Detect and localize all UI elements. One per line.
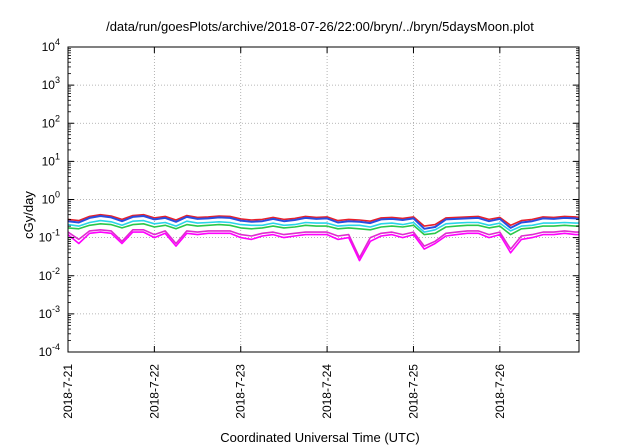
y-tick-exponent: 0 — [55, 190, 60, 200]
x-tick-label: 2018-7-24 — [320, 364, 334, 419]
y-tick-label: 101 — [42, 151, 60, 168]
series-line-6 — [67, 231, 579, 262]
series-line-2 — [67, 215, 580, 230]
y-tick-label: 100 — [42, 190, 60, 207]
y-tick-exponent: -1 — [52, 228, 60, 238]
y-tick-exponent: -3 — [52, 304, 60, 314]
grid-lines — [68, 47, 579, 352]
y-tick-exponent: -2 — [52, 266, 60, 276]
x-axis-label: Coordinated Universal Time (UTC) — [220, 430, 420, 445]
plot-frame — [67, 46, 580, 353]
y-tick-exponent: 3 — [55, 75, 60, 85]
y-tick-label: 103 — [42, 75, 60, 92]
y-tick-label: 10-2 — [39, 266, 60, 283]
y-tick-exponent: 2 — [55, 113, 60, 123]
series-line-5 — [67, 229, 579, 259]
y-tick-label: 10-4 — [39, 342, 60, 359]
series-line-4 — [67, 223, 579, 236]
x-tick-label: 2018-7-25 — [406, 364, 420, 419]
data-series — [67, 213, 580, 262]
x-tick-label: 2018-7-23 — [234, 364, 248, 419]
series-line-1 — [67, 213, 580, 227]
x-tick-label: 2018-7-22 — [147, 364, 161, 419]
x-tick-label: 2018-7-21 — [61, 364, 75, 419]
chart-title: /data/run/goesPlots/archive/2018-07-26/2… — [106, 19, 534, 34]
x-tick-label: 2018-7-26 — [493, 364, 507, 419]
y-tick-label: 102 — [42, 113, 60, 130]
y-tick-exponent: 4 — [55, 37, 60, 47]
y-tick-label: 10-1 — [39, 228, 60, 245]
series-line-3 — [67, 219, 579, 233]
y-tick-label: 10-3 — [39, 304, 60, 321]
y-tick-exponent: 1 — [55, 151, 60, 161]
axes: 10-410-310-210-11001011021031042018-7-21… — [39, 37, 580, 419]
y-tick-exponent: -4 — [52, 342, 60, 352]
y-tick-label: 104 — [42, 37, 60, 54]
